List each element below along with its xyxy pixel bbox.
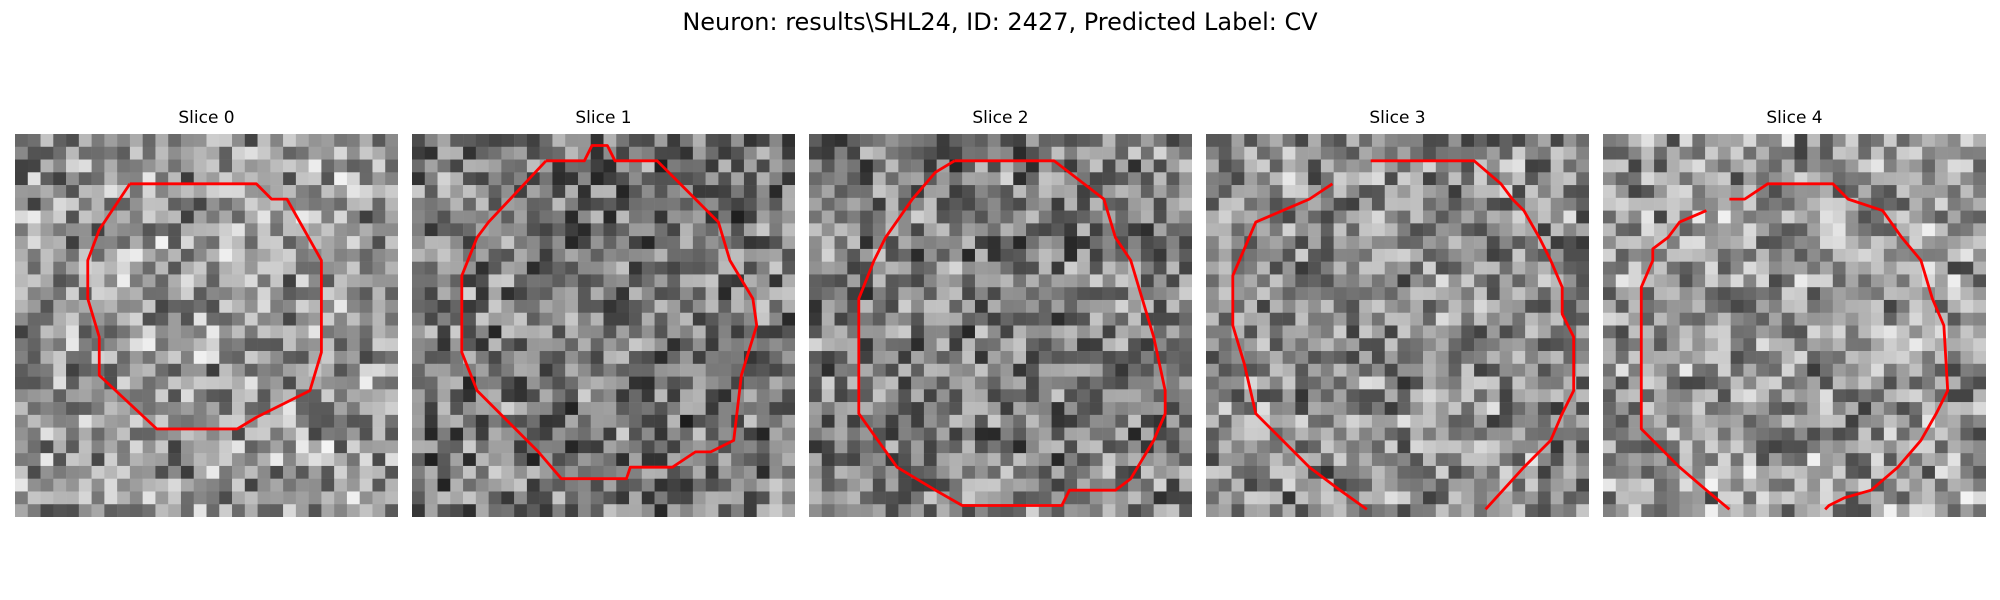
- slice-panel-1: Slice 1: [412, 108, 795, 518]
- figure-title: Neuron: results\SHL24, ID: 2427, Predict…: [682, 8, 1318, 36]
- slice-image: [809, 134, 1192, 517]
- slice-image: [412, 134, 795, 517]
- slice-panel-0: Slice 0: [15, 108, 398, 518]
- slice-image-svg: [1603, 134, 1986, 517]
- neuron-outline-segment: [1639, 209, 1731, 511]
- slice-title: Slice 0: [178, 108, 235, 128]
- slice-image: [1603, 134, 1986, 517]
- neuron-outline: [1370, 159, 1576, 511]
- slice-image-svg: [809, 134, 1192, 517]
- slice-image-svg: [412, 134, 795, 517]
- slice-panel-4: Slice 4: [1603, 108, 1986, 518]
- neuron-outline-segment: [1231, 182, 1368, 511]
- slice-image: [1206, 134, 1589, 517]
- neuron-outline: [86, 182, 323, 431]
- neuron-outline: [857, 159, 1167, 507]
- slice-title: Slice 1: [575, 108, 632, 128]
- neuron-outline: [1729, 182, 1950, 511]
- slice-image-svg: [1206, 134, 1589, 517]
- slice-panel-2: Slice 2: [809, 108, 1192, 518]
- neuron-outline: [460, 144, 759, 481]
- slice-image: [15, 134, 398, 517]
- slice-title: Slice 4: [1766, 108, 1823, 128]
- slice-panel-3: Slice 3: [1206, 108, 1589, 518]
- slice-title: Slice 3: [1369, 108, 1426, 128]
- slice-title: Slice 2: [972, 108, 1029, 128]
- slice-image-svg: [15, 134, 398, 517]
